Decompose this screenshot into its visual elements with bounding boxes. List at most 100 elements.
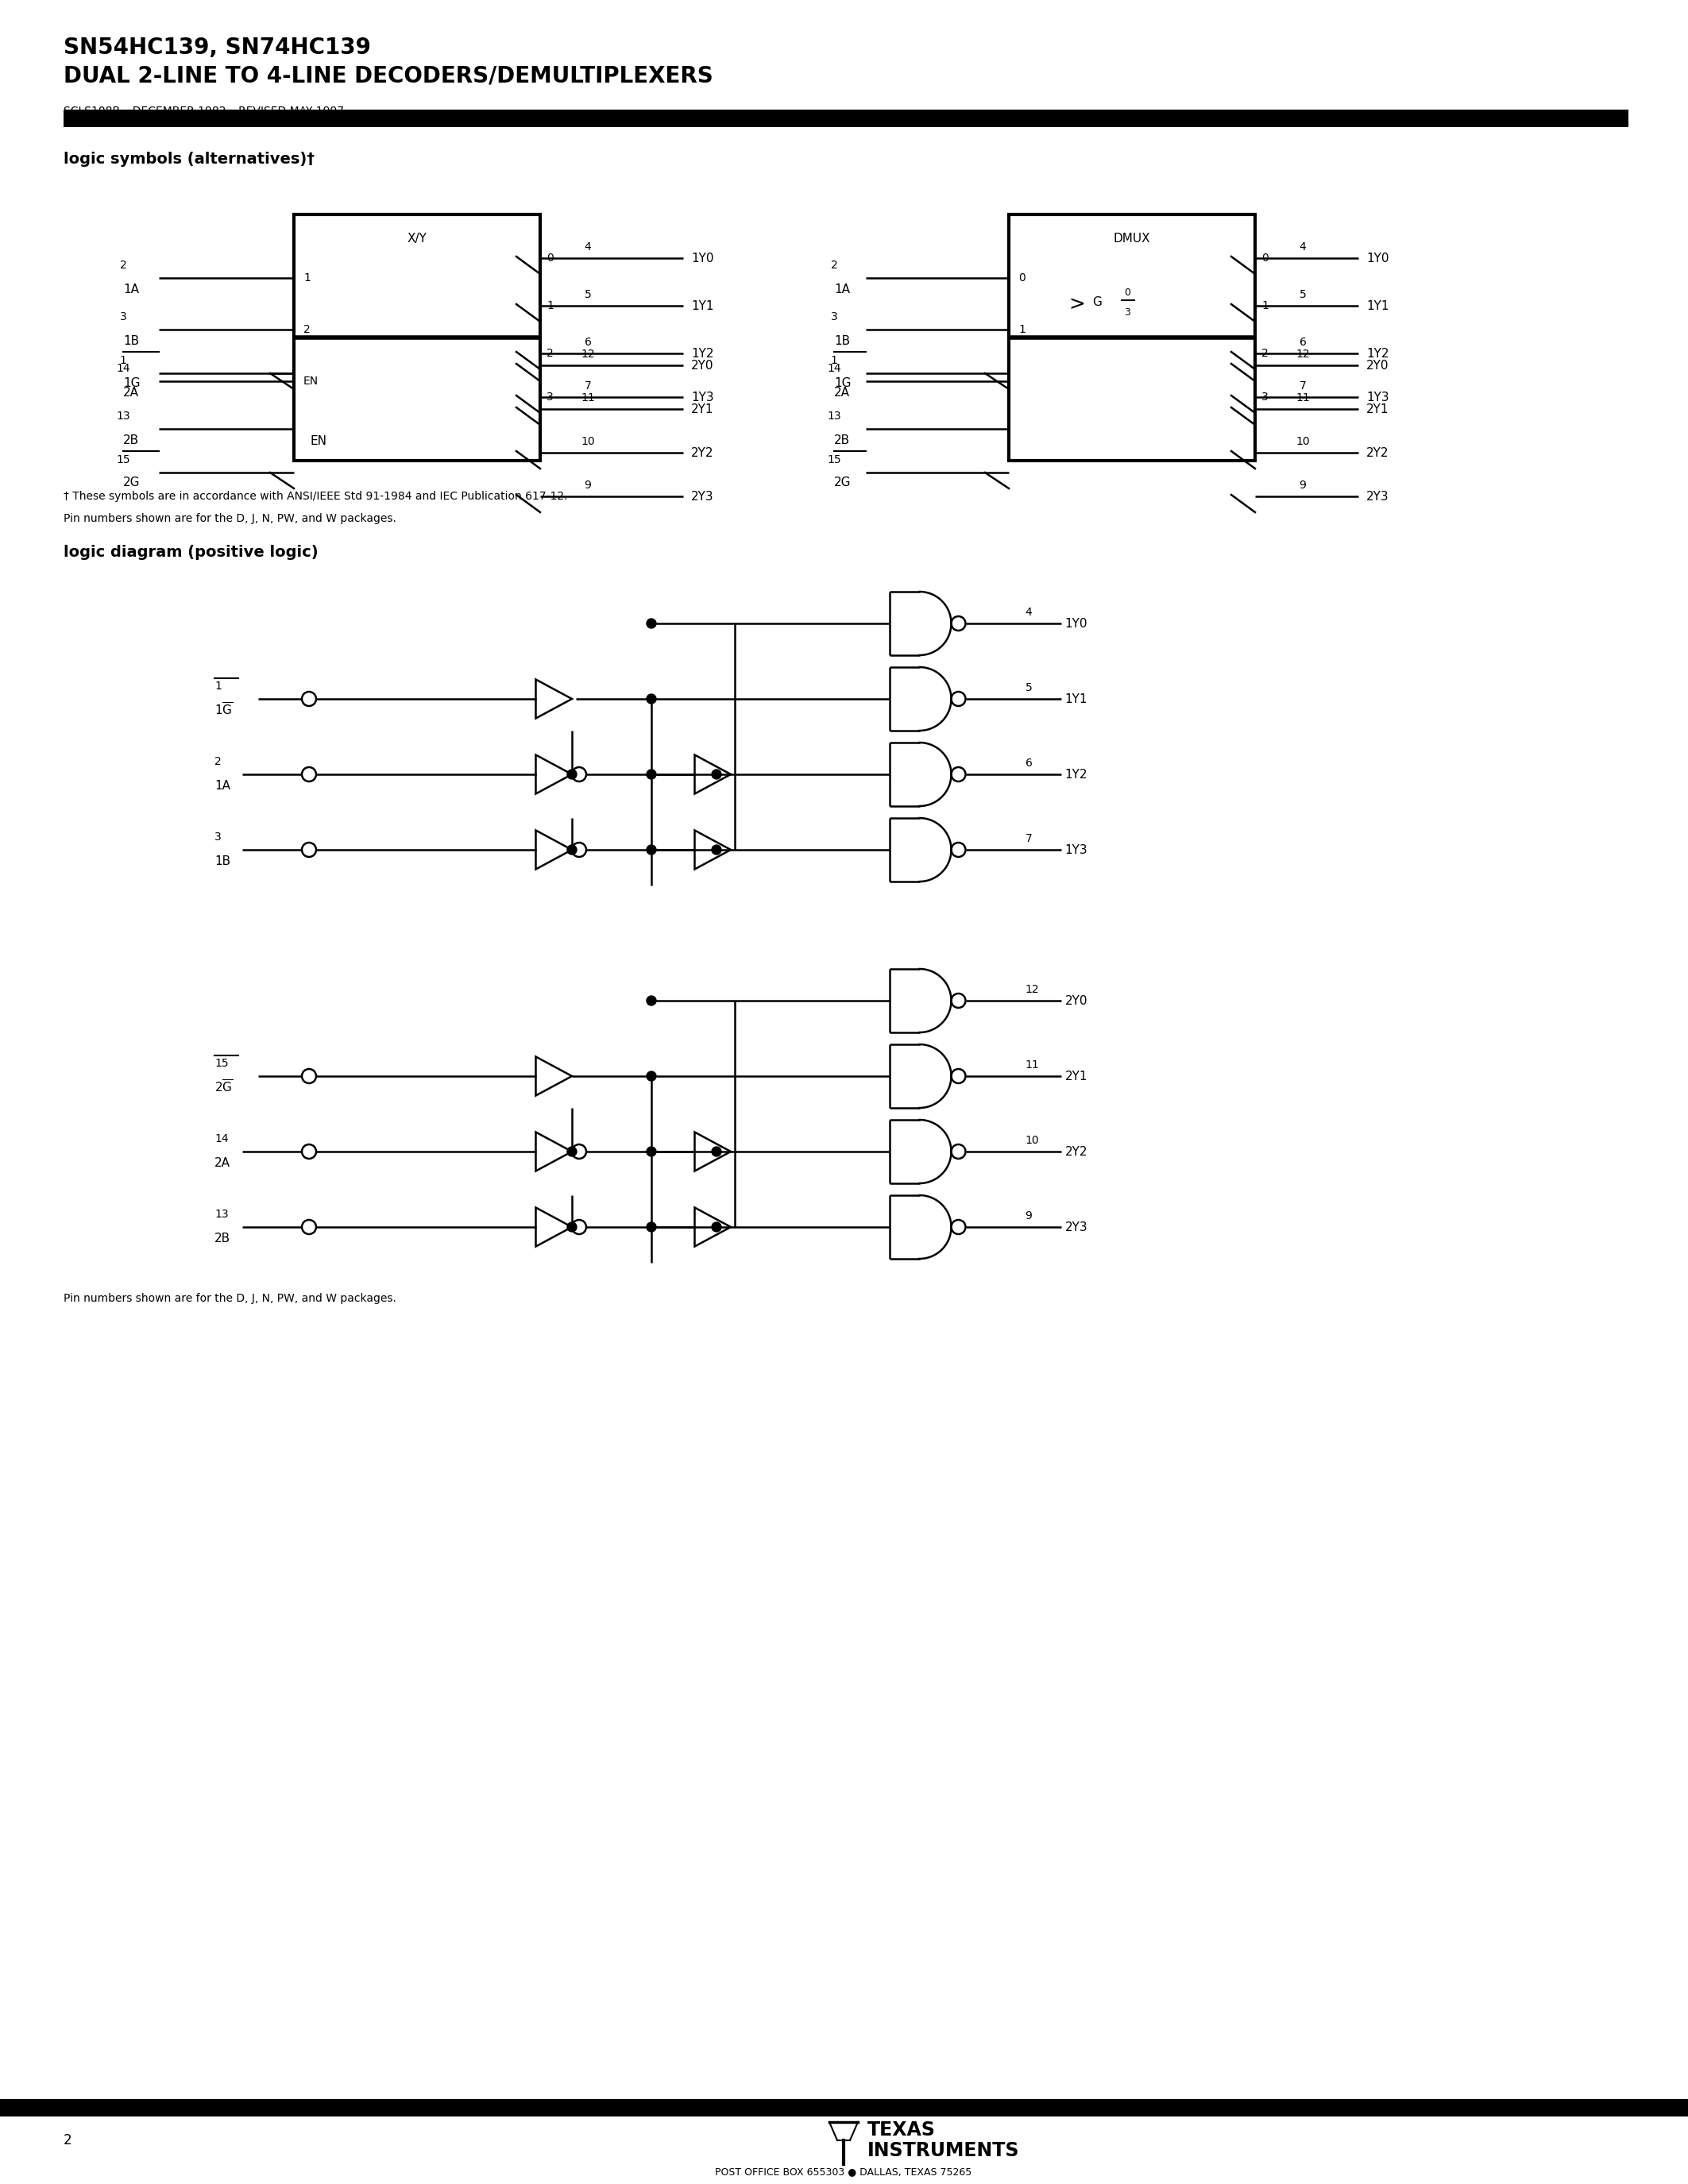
- Circle shape: [712, 1147, 721, 1155]
- Text: 1: 1: [1261, 299, 1268, 312]
- Text: 1A: 1A: [834, 284, 851, 295]
- Text: 5: 5: [1025, 681, 1031, 692]
- Text: 1$\mathregular{\overline{G}}$: 1$\mathregular{\overline{G}}$: [214, 701, 233, 719]
- Circle shape: [567, 769, 577, 780]
- Text: 2Y1: 2Y1: [1065, 1070, 1087, 1081]
- Text: 4: 4: [1300, 242, 1307, 253]
- Text: logic diagram (positive logic): logic diagram (positive logic): [64, 544, 319, 559]
- Text: 0: 0: [1261, 253, 1268, 264]
- Text: 2: 2: [120, 260, 127, 271]
- Text: 2B: 2B: [123, 435, 138, 446]
- Text: † These symbols are in accordance with ANSI/IEEE Std 91-1984 and IEC Publication: † These symbols are in accordance with A…: [64, 491, 567, 502]
- Circle shape: [647, 996, 657, 1005]
- Text: INSTRUMENTS: INSTRUMENTS: [868, 2140, 1020, 2160]
- Text: 2: 2: [214, 756, 221, 767]
- Text: 3: 3: [120, 312, 127, 323]
- Text: 14: 14: [116, 363, 130, 373]
- Text: 2: 2: [304, 323, 311, 334]
- Text: 3: 3: [547, 391, 554, 402]
- Text: 9: 9: [584, 480, 591, 491]
- Text: logic symbols (alternatives)†: logic symbols (alternatives)†: [64, 151, 314, 166]
- Text: 1: 1: [214, 681, 221, 692]
- Text: 2Y0: 2Y0: [690, 360, 714, 371]
- Circle shape: [567, 1147, 577, 1155]
- Text: 2Y2: 2Y2: [1065, 1147, 1087, 1158]
- Text: 3: 3: [214, 832, 221, 843]
- Text: 5: 5: [1300, 288, 1307, 299]
- Text: 2A: 2A: [214, 1158, 230, 1168]
- Text: 15: 15: [827, 454, 841, 465]
- Text: 1Y0: 1Y0: [1065, 618, 1087, 629]
- Text: 1Y2: 1Y2: [690, 347, 714, 360]
- Text: 2: 2: [830, 260, 837, 271]
- Text: 2G: 2G: [834, 476, 851, 487]
- Text: 12: 12: [581, 349, 594, 360]
- Text: 1G: 1G: [123, 378, 140, 389]
- Text: Pin numbers shown are for the D, J, N, PW, and W packages.: Pin numbers shown are for the D, J, N, P…: [64, 1293, 397, 1304]
- Text: 2: 2: [64, 2134, 73, 2147]
- Text: 0: 0: [1124, 286, 1131, 297]
- Text: 7: 7: [1300, 380, 1307, 391]
- Text: 11: 11: [581, 393, 594, 404]
- Text: 1B: 1B: [214, 854, 231, 867]
- Text: >: >: [1069, 295, 1085, 314]
- Circle shape: [647, 1147, 657, 1155]
- Text: G: G: [1092, 295, 1102, 308]
- Circle shape: [647, 618, 657, 629]
- Circle shape: [647, 1072, 657, 1081]
- Text: TEXAS: TEXAS: [868, 2121, 935, 2140]
- Text: 4: 4: [584, 242, 591, 253]
- Text: 9: 9: [1300, 480, 1307, 491]
- Text: 1G: 1G: [834, 378, 851, 389]
- Text: 13: 13: [827, 411, 841, 422]
- Bar: [64, 109, 1629, 127]
- Bar: [294, 214, 540, 461]
- Text: 2G: 2G: [123, 476, 140, 487]
- Text: 0: 0: [1018, 273, 1025, 284]
- Text: 2A: 2A: [123, 387, 138, 397]
- Text: 3: 3: [1261, 391, 1268, 402]
- Text: 2B: 2B: [214, 1232, 231, 1245]
- Text: 3: 3: [1124, 308, 1131, 317]
- Text: 1Y0: 1Y0: [690, 251, 714, 264]
- Bar: [0, 2099, 1688, 2116]
- Text: 1Y0: 1Y0: [1366, 251, 1389, 264]
- Text: 2B: 2B: [834, 435, 851, 446]
- Text: 0: 0: [547, 253, 554, 264]
- Text: 2$\mathregular{\overline{G}}$: 2$\mathregular{\overline{G}}$: [214, 1079, 233, 1094]
- Text: 1A: 1A: [214, 780, 230, 791]
- Text: SN54HC139, SN74HC139: SN54HC139, SN74HC139: [64, 37, 371, 59]
- Text: 1: 1: [830, 356, 837, 367]
- Circle shape: [567, 845, 577, 854]
- Text: 2A: 2A: [834, 387, 851, 397]
- Text: 1A: 1A: [123, 284, 138, 295]
- Text: 15: 15: [116, 454, 130, 465]
- Text: 1Y3: 1Y3: [690, 391, 714, 404]
- Text: 2Y0: 2Y0: [1065, 994, 1087, 1007]
- Circle shape: [712, 845, 721, 854]
- Text: 3: 3: [830, 312, 837, 323]
- Text: 13: 13: [214, 1208, 228, 1221]
- Text: 2Y1: 2Y1: [1366, 404, 1389, 415]
- Text: 2Y3: 2Y3: [1366, 491, 1389, 502]
- Text: DMUX: DMUX: [1114, 232, 1151, 245]
- Text: EN: EN: [311, 435, 326, 448]
- Text: POST OFFICE BOX 655303 ● DALLAS, TEXAS 75265: POST OFFICE BOX 655303 ● DALLAS, TEXAS 7…: [716, 2167, 972, 2177]
- Text: 2Y2: 2Y2: [690, 448, 714, 459]
- Circle shape: [647, 1223, 657, 1232]
- Text: 1: 1: [304, 273, 311, 284]
- Text: 2Y3: 2Y3: [690, 491, 714, 502]
- Text: 1Y1: 1Y1: [1065, 692, 1087, 705]
- Text: 14: 14: [827, 363, 841, 373]
- Text: 2Y0: 2Y0: [1366, 360, 1389, 371]
- Text: 1B: 1B: [834, 334, 851, 347]
- Text: 6: 6: [584, 336, 591, 347]
- Text: Pin numbers shown are for the D, J, N, PW, and W packages.: Pin numbers shown are for the D, J, N, P…: [64, 513, 397, 524]
- Text: 2Y3: 2Y3: [1065, 1221, 1087, 1234]
- Text: 10: 10: [1296, 437, 1310, 448]
- Text: 10: 10: [581, 437, 594, 448]
- Text: 1Y3: 1Y3: [1366, 391, 1389, 404]
- Text: 14: 14: [214, 1133, 228, 1144]
- Text: 2Y2: 2Y2: [1366, 448, 1389, 459]
- Text: 1B: 1B: [123, 334, 138, 347]
